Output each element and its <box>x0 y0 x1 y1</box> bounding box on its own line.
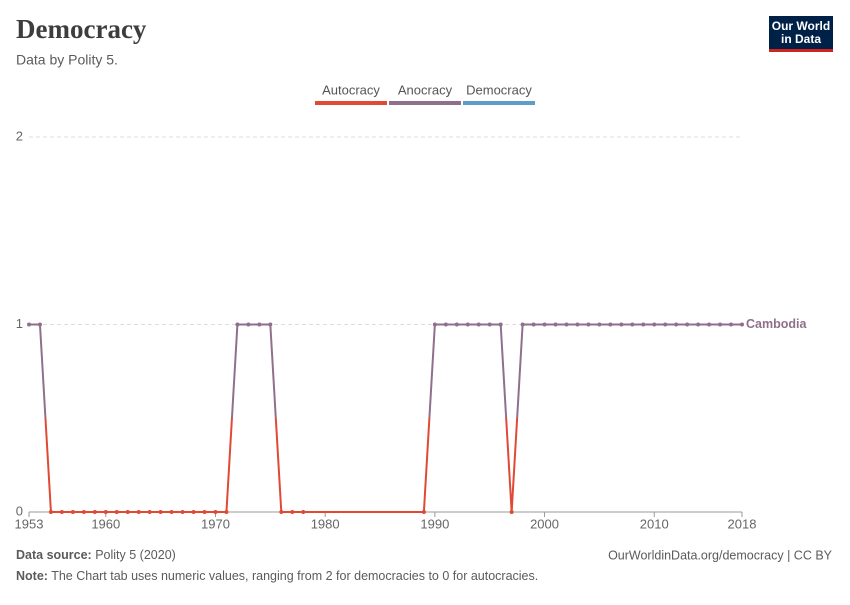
legend-swatch[interactable] <box>463 101 535 105</box>
series-line <box>29 323 742 513</box>
point <box>740 322 744 327</box>
series-label: Cambodia <box>746 317 807 331</box>
logo: Our World in Data <box>769 16 833 52</box>
point <box>257 322 262 327</box>
point <box>81 510 86 514</box>
legend-label[interactable]: Anocracy <box>398 82 453 97</box>
point <box>696 322 701 327</box>
point <box>553 322 558 327</box>
point <box>465 322 470 327</box>
point <box>158 510 163 514</box>
point <box>70 510 75 514</box>
logo-bar <box>769 49 833 52</box>
point <box>575 322 580 327</box>
point <box>641 322 646 327</box>
x-tick-label: 2000 <box>530 516 559 531</box>
point <box>224 510 229 514</box>
point <box>37 322 42 327</box>
point <box>520 322 525 327</box>
point <box>191 510 196 514</box>
y-tick-label: 1 <box>16 316 23 331</box>
point <box>564 322 569 327</box>
subtitle: Data by Polity 5. <box>16 52 118 68</box>
legend-swatch[interactable] <box>315 101 387 105</box>
note-text: The Chart tab uses numeric values, rangi… <box>51 569 538 583</box>
point <box>597 322 602 327</box>
point <box>630 322 635 327</box>
x-tick-label: 1953 <box>15 516 44 531</box>
point <box>674 322 679 327</box>
point <box>213 510 218 514</box>
point <box>663 322 668 327</box>
point <box>619 322 624 327</box>
source-text: Polity 5 (2020) <box>95 548 176 562</box>
legend-swatch[interactable] <box>389 101 461 105</box>
note: Note: The Chart tab uses numeric values,… <box>16 569 538 583</box>
point <box>290 510 295 514</box>
source-label: Data source: <box>16 548 92 562</box>
point <box>246 322 251 327</box>
point <box>531 322 536 327</box>
y-tick-label: 0 <box>16 503 23 518</box>
legend-label[interactable]: Democracy <box>466 82 532 97</box>
point <box>454 322 459 327</box>
source: Data source: Polity 5 (2020) <box>16 548 176 562</box>
x-tick-label: 2010 <box>640 516 669 531</box>
point <box>685 322 690 327</box>
x-tick-label: 1980 <box>311 516 340 531</box>
point <box>92 510 97 514</box>
point <box>169 510 174 514</box>
point <box>114 510 119 514</box>
point <box>608 322 613 327</box>
point <box>707 322 712 327</box>
x-tick-label: 1960 <box>91 516 120 531</box>
chart-title: Democracy <box>16 14 147 44</box>
logo-text: in Data <box>781 32 821 46</box>
x-tick-label: 1970 <box>201 516 230 531</box>
point <box>48 510 53 514</box>
y-tick-label: 2 <box>16 128 23 143</box>
point <box>718 322 723 327</box>
point <box>27 322 31 327</box>
point <box>103 510 108 514</box>
point <box>498 322 503 327</box>
point <box>59 510 64 514</box>
point <box>421 510 426 514</box>
point <box>180 510 185 514</box>
point <box>136 510 141 514</box>
point <box>476 322 481 327</box>
point <box>125 510 130 514</box>
logo-text: Our World <box>772 19 830 33</box>
point <box>202 510 207 514</box>
credit[interactable]: OurWorldinData.org/democracy | CC BY <box>608 548 833 562</box>
legend-label[interactable]: Autocracy <box>322 82 380 97</box>
point <box>487 322 492 327</box>
point <box>729 322 734 327</box>
logo-box <box>769 16 833 49</box>
x-tick-label: 2018 <box>728 516 757 531</box>
point <box>542 322 547 327</box>
point <box>235 322 240 327</box>
point <box>443 322 448 327</box>
note-label: Note: <box>16 569 48 583</box>
point <box>432 322 437 327</box>
point <box>652 322 657 327</box>
point <box>147 510 152 514</box>
point <box>586 322 591 327</box>
point <box>301 510 306 514</box>
point <box>268 322 273 327</box>
point <box>279 510 284 514</box>
x-tick-label: 1990 <box>420 516 449 531</box>
point <box>509 510 514 514</box>
